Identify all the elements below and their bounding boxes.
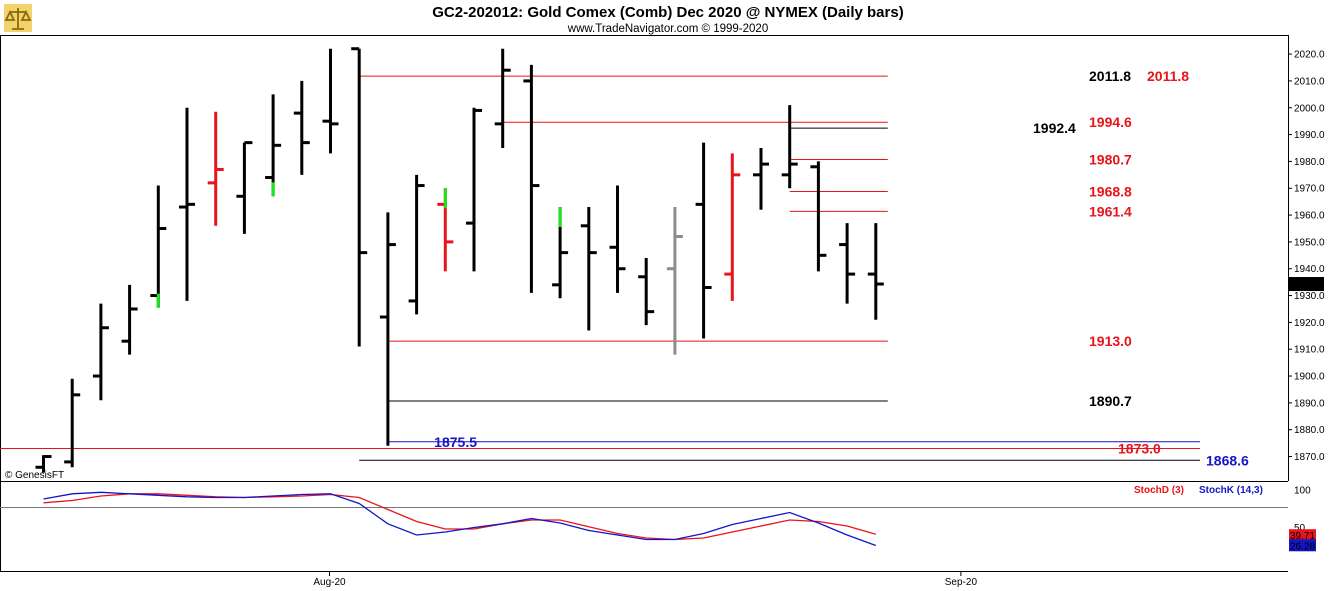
chart-subtitle: www.TradeNavigator.com © 1999-2020 xyxy=(567,23,768,35)
stoch-tick-label: 50 xyxy=(1294,523,1306,534)
level-label: 1992.4 xyxy=(1033,120,1076,136)
price-tick-label: 1990.0 xyxy=(1294,130,1325,141)
level-label: 1913.0 xyxy=(1089,333,1132,349)
price-tick-label: 1960.0 xyxy=(1294,211,1325,222)
price-tick-label: 2010.0 xyxy=(1294,76,1325,87)
date-tick-label: Sep-20 xyxy=(945,577,978,588)
price-tick-label: 1890.0 xyxy=(1294,398,1325,409)
price-tick-label: 1980.0 xyxy=(1294,157,1325,168)
price-tick-label: 1880.0 xyxy=(1294,425,1325,436)
ohlc-bars xyxy=(35,47,884,473)
gold-scales-icon xyxy=(4,4,32,32)
stochK-legend: StochK (14,3) xyxy=(1199,485,1263,496)
watermark: © GenesisFT xyxy=(5,470,64,481)
stochD-line xyxy=(43,493,876,541)
price-tick-label: 1940.0 xyxy=(1294,264,1325,275)
date-tick-label: Aug-20 xyxy=(313,577,346,588)
stochD-value: 39.71 xyxy=(1290,531,1315,542)
level-label: 1980.7 xyxy=(1089,152,1132,168)
stoch-tick-label: 100 xyxy=(1294,486,1311,497)
last-price-box xyxy=(1289,277,1324,292)
date-axis: Aug-20 Sep-20 xyxy=(313,572,977,588)
level-label: 2011.8 xyxy=(1147,68,1189,84)
price-tick-label: 1970.0 xyxy=(1294,184,1325,195)
price-tick-label: 1920.0 xyxy=(1294,318,1325,329)
stochK-line xyxy=(43,491,877,547)
level-label: 1873.0 xyxy=(1118,440,1161,456)
last-price-marker: 1934.3 xyxy=(1289,277,1324,292)
price-levels: 2011.8 2011.8 1994.6 1992.4 1980.7 1968.8 1961… xyxy=(0,68,1249,468)
price-tick-label: 1910.0 xyxy=(1294,345,1325,356)
stochK-value-box xyxy=(1289,539,1316,552)
stochD-legend: StochD (3) xyxy=(1134,485,1184,496)
level-label: 1994.6 xyxy=(1089,114,1132,130)
level-label: 1890.7 xyxy=(1089,393,1132,409)
price-axis: 2020.0 2010.0 2000.0 1990.0 1980.0 1970.0 1960… xyxy=(1288,50,1325,463)
level-label: 1961.4 xyxy=(1089,203,1132,219)
stochD-value-box xyxy=(1289,529,1316,542)
last-price-label: 1934.3 xyxy=(1291,280,1322,291)
price-tick-label: 1930.0 xyxy=(1294,291,1325,302)
level-label: 2011.8 xyxy=(1089,68,1131,84)
level-label: 1875.5 xyxy=(434,434,477,450)
price-tick-label: 1870.0 xyxy=(1294,452,1325,463)
price-tick-label: 2000.0 xyxy=(1294,103,1325,114)
chart-title: GC2-202012: Gold Comex (Comb) Dec 2020 @… xyxy=(432,4,903,21)
price-pane xyxy=(0,35,1289,482)
level-label: 1968.8 xyxy=(1089,183,1132,199)
price-tick-label: 2020.0 xyxy=(1294,50,1325,61)
price-tick-label: 1950.0 xyxy=(1294,237,1325,248)
price-tick-label: 1900.0 xyxy=(1294,372,1325,383)
level-label: 1868.6 xyxy=(1206,452,1249,468)
stochK-value: 26.28 xyxy=(1290,541,1315,552)
